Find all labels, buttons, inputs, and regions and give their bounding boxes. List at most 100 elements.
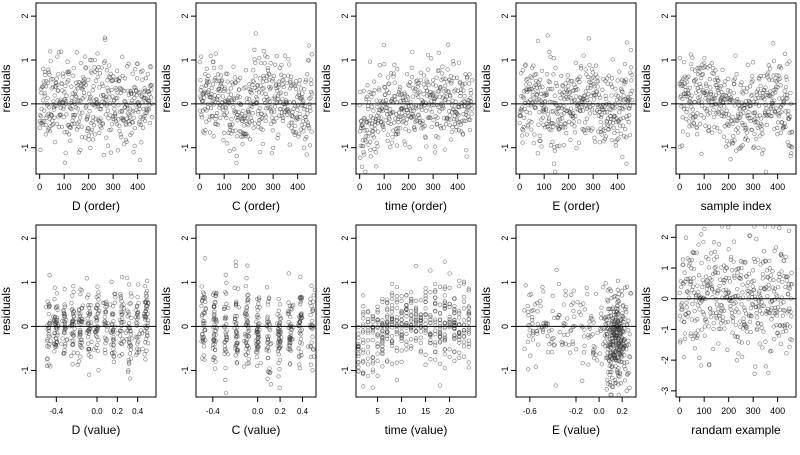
data-point — [301, 99, 306, 104]
data-point — [224, 328, 229, 333]
data-point — [70, 311, 76, 316]
data-point — [466, 320, 471, 325]
data-point — [466, 365, 471, 370]
data-point — [51, 314, 56, 319]
data-point — [766, 286, 772, 292]
data-point — [287, 340, 292, 346]
data-point — [728, 157, 733, 162]
points — [37, 35, 155, 165]
data-point — [722, 83, 727, 88]
data-point — [260, 79, 266, 84]
data-point — [365, 316, 371, 322]
data-point — [269, 341, 274, 346]
data-point — [358, 155, 363, 160]
data-point — [108, 71, 113, 76]
data-point — [103, 340, 108, 346]
data-point — [130, 71, 135, 76]
data-point — [682, 336, 688, 341]
data-point — [619, 353, 625, 359]
data-point — [70, 362, 75, 367]
data-point — [129, 100, 134, 106]
data-point — [450, 125, 455, 130]
data-point — [716, 111, 721, 116]
data-point — [461, 112, 466, 117]
data-point — [750, 60, 756, 65]
data-point — [79, 124, 84, 129]
data-point — [84, 65, 89, 71]
data-point — [553, 65, 558, 71]
data-point — [772, 126, 777, 132]
data-point — [684, 109, 689, 115]
data-point — [427, 114, 432, 120]
plot-frame — [355, 2, 477, 175]
data-point — [689, 61, 694, 67]
data-point — [554, 144, 560, 149]
data-point — [293, 86, 299, 92]
data-point — [145, 333, 150, 338]
data-point — [53, 336, 59, 341]
data-point — [203, 338, 208, 343]
data-point — [714, 297, 719, 302]
data-point — [407, 145, 412, 150]
data-point — [111, 74, 116, 79]
data-point — [592, 110, 598, 115]
y-tick-label: 0 — [340, 324, 350, 329]
data-point — [69, 99, 75, 104]
data-point — [740, 122, 746, 128]
data-point — [365, 373, 371, 379]
data-point — [299, 122, 304, 128]
data-point — [93, 78, 99, 83]
data-point — [610, 84, 615, 89]
data-point — [137, 157, 143, 163]
data-point — [758, 294, 763, 299]
data-point — [750, 92, 755, 98]
data-point — [409, 75, 415, 80]
data-point — [399, 298, 404, 304]
data-point — [608, 107, 614, 112]
data-point — [128, 328, 133, 334]
data-point — [287, 86, 293, 91]
data-point — [245, 134, 250, 139]
data-point — [232, 110, 237, 115]
data-point — [111, 311, 116, 316]
y-tick-label: 0 — [180, 324, 190, 329]
data-point — [718, 321, 724, 326]
data-point — [361, 88, 366, 94]
data-point — [762, 224, 768, 229]
data-point — [62, 304, 68, 309]
data-point — [714, 315, 719, 321]
data-point — [288, 321, 293, 327]
data-point — [566, 83, 571, 89]
data-point — [784, 278, 790, 283]
data-point — [750, 78, 755, 83]
data-point — [606, 315, 611, 320]
data-point — [616, 392, 621, 397]
data-point — [209, 85, 214, 91]
data-point — [466, 304, 471, 309]
data-point — [678, 340, 683, 345]
data-point — [86, 133, 92, 138]
data-point — [549, 109, 554, 114]
data-point — [526, 102, 531, 108]
data-point — [559, 116, 565, 121]
data-point — [730, 314, 735, 319]
data-point — [403, 97, 408, 103]
data-point — [125, 369, 131, 375]
data-point — [52, 349, 57, 354]
data-point — [464, 147, 469, 153]
data-point — [86, 303, 91, 308]
data-point — [147, 120, 153, 126]
plot-frame — [35, 2, 157, 175]
data-point — [680, 307, 685, 312]
data-point — [84, 104, 89, 109]
data-point — [607, 344, 612, 350]
data-point — [728, 257, 734, 262]
data-point — [755, 326, 760, 331]
data-point — [606, 73, 611, 78]
data-point — [735, 118, 740, 123]
data-point — [213, 51, 218, 56]
data-point — [750, 110, 756, 116]
data-point — [778, 130, 783, 135]
data-point — [280, 118, 286, 123]
points — [677, 41, 795, 174]
